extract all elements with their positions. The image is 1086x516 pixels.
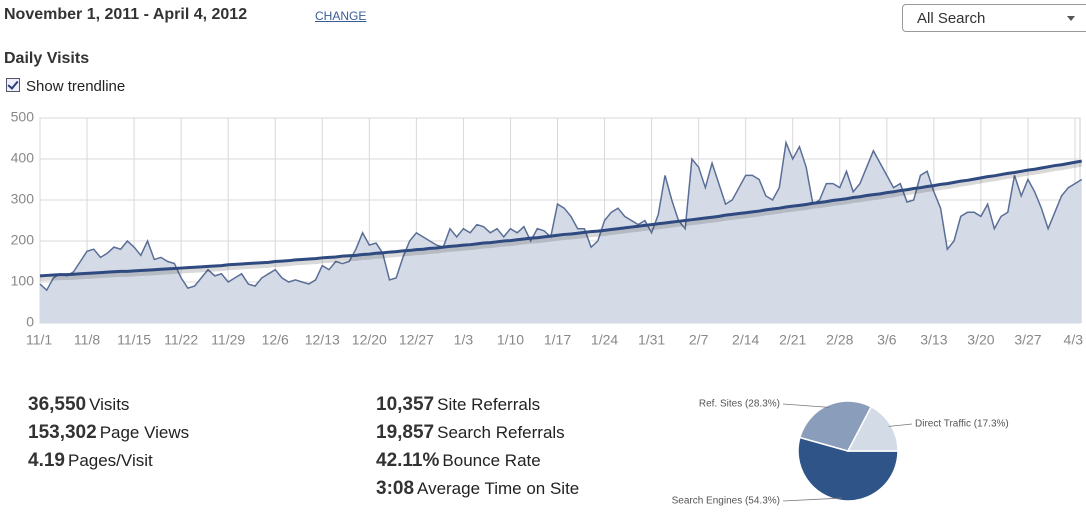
stat-row: 4.19 Pages/Visit <box>28 450 189 478</box>
stat-label: Page Views <box>99 423 190 442</box>
x-tick-label: 2/7 <box>689 332 709 348</box>
x-tick-label: 12/20 <box>352 332 387 348</box>
x-tick-label: 11/15 <box>117 332 151 348</box>
x-tick-label: 3/20 <box>967 332 994 348</box>
x-tick-label: 1/17 <box>544 332 571 348</box>
x-tick-label: 1/10 <box>497 332 524 348</box>
y-tick-label: 300 <box>11 191 35 207</box>
stat-label: Average Time on Site <box>417 479 580 498</box>
stat-label: Search Referrals <box>437 423 565 442</box>
stat-value: 36,550 <box>28 394 87 415</box>
stat-row: 19,857 Search Referrals <box>376 422 579 450</box>
dropdown-value: All Search <box>917 10 986 27</box>
trendline-shadow <box>39 161 1083 282</box>
trendline-checkbox[interactable]: Show trendline <box>6 78 125 95</box>
checkbox[interactable] <box>6 78 20 92</box>
stat-row: 3:08 Average Time on Site <box>376 478 579 506</box>
x-tick-label: 3/6 <box>877 332 897 348</box>
date-range: November 1, 2011 - April 4, 2012 <box>4 6 248 23</box>
x-tick-label: 11/22 <box>164 332 198 348</box>
x-tick-label: 12/13 <box>305 332 340 348</box>
visits-line <box>39 139 1083 292</box>
x-tick-label: 12/6 <box>262 332 289 348</box>
y-tick-label: 400 <box>11 150 35 166</box>
stat-label: Pages/Visit <box>67 451 153 470</box>
stat-row: 10,357 Site Referrals <box>376 394 579 422</box>
x-tick-label: 2/28 <box>826 332 853 348</box>
x-tick-label: 3/13 <box>920 332 947 348</box>
leader-line <box>782 403 830 408</box>
stat-value: 3:08 <box>376 478 415 499</box>
stat-value: 153,302 <box>28 422 97 443</box>
y-tick-label: 0 <box>26 314 34 330</box>
change-link[interactable]: CHANGE <box>315 9 367 23</box>
stat-row: 42.11% Bounce Rate <box>376 450 579 478</box>
area-fill <box>40 142 1082 323</box>
stat-value: 19,857 <box>376 422 435 443</box>
leader-line <box>888 423 913 427</box>
pie-label: Direct Traffic (17.3%) <box>915 419 1009 430</box>
stats-left: 36,550 Visits 153,302 Page Views 4.19 Pages/V… <box>28 394 189 478</box>
pie-slice <box>798 400 873 452</box>
x-tick-label: 11/29 <box>211 332 245 348</box>
stats-right: 10,357 Site Referrals 19,857 Search Referra… <box>376 394 579 506</box>
dropdown-arrow <box>1067 16 1075 21</box>
stat-value: 4.19 <box>28 450 65 471</box>
stat-row: 153,302 Page Views <box>28 422 189 450</box>
x-tick-label: 1/24 <box>591 332 618 348</box>
stat-value: 10,357 <box>376 394 435 415</box>
x-tick-label: 3/27 <box>1014 332 1041 348</box>
pie-label: Search Engines (54.3%) <box>672 496 780 507</box>
search-dropdown[interactable]: All Search <box>902 4 1086 32</box>
x-tick-label: 2/21 <box>779 332 806 348</box>
stat-label: Bounce Rate <box>442 451 541 470</box>
pie-label: Ref. Sites (28.3%) <box>699 399 780 410</box>
section-title: Daily Visits <box>4 50 90 67</box>
stat-label: Visits <box>89 395 130 414</box>
x-tick-label: 11/8 <box>74 332 100 348</box>
x-tick-label: 2/14 <box>732 332 759 348</box>
pie-slice <box>846 405 899 452</box>
leader-line <box>782 497 842 502</box>
y-tick-label: 500 <box>11 109 35 125</box>
trendline <box>39 159 1082 278</box>
stat-label: Site Referrals <box>437 395 541 414</box>
pie-slice <box>797 436 899 502</box>
y-tick-label: 200 <box>11 232 35 248</box>
x-tick-label: 4/3 <box>1064 332 1084 348</box>
x-tick-label: 1/3 <box>454 332 474 348</box>
stat-row: 36,550 Visits <box>28 394 189 422</box>
stat-value: 42.11% <box>376 450 440 471</box>
checkbox-label: Show trendline <box>26 78 126 95</box>
x-tick-label: 12/27 <box>399 332 434 348</box>
y-tick-label: 100 <box>11 273 35 289</box>
x-tick-label: 1/31 <box>638 332 665 348</box>
x-tick-label: 11/1 <box>26 332 52 348</box>
